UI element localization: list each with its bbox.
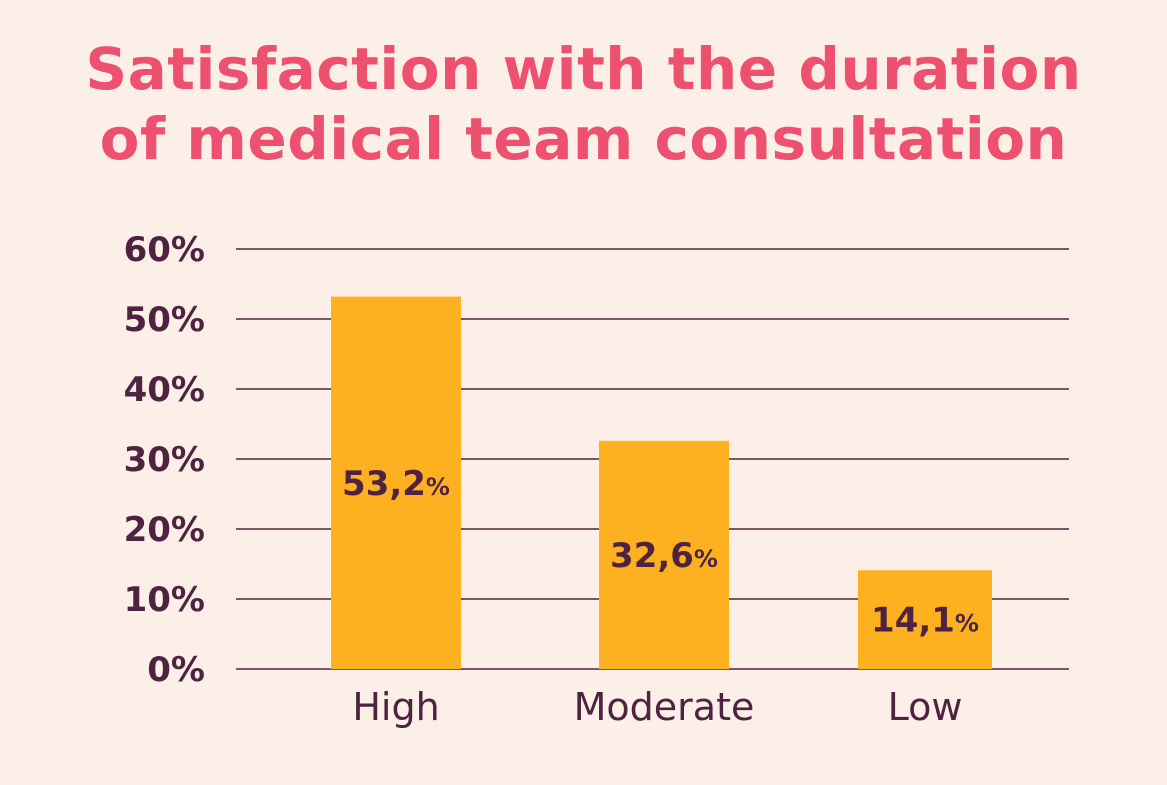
x-category-label-low: Low [888, 685, 963, 729]
bar-moderate [599, 440, 729, 669]
bar-low [858, 570, 992, 669]
x-category-label-high: High [352, 685, 439, 729]
y-tick-label-10: 10% [124, 580, 205, 620]
y-tick-label-50: 50% [124, 300, 205, 340]
y-tick-label-60: 60% [124, 230, 205, 270]
chart-title-line-2: of medical team consultation [99, 105, 1068, 173]
bar-value-label-low: 14,1% [871, 601, 979, 641]
bar-value-labels: 53,2% 32,6% 14,1% [342, 464, 979, 641]
x-axis-category-labels: High Moderate Low [352, 685, 962, 729]
x-category-label-moderate: Moderate [574, 685, 755, 729]
y-tick-label-30: 30% [124, 440, 205, 480]
y-axis-tick-labels: 0% 10% 20% 30% 40% 50% 60% [124, 230, 205, 690]
bar-value-label-high: 53,2% [342, 464, 450, 504]
bars [331, 296, 992, 669]
y-tick-label-20: 20% [124, 510, 205, 550]
y-tick-label-0: 0% [147, 650, 205, 690]
chart-title-line-1: Satisfaction with the duration [85, 35, 1082, 103]
y-tick-label-40: 40% [124, 370, 205, 410]
bar-high [331, 296, 461, 669]
bar-value-label-moderate: 32,6% [610, 536, 718, 576]
chart-title: Satisfaction with the duration of medica… [0, 34, 1167, 174]
